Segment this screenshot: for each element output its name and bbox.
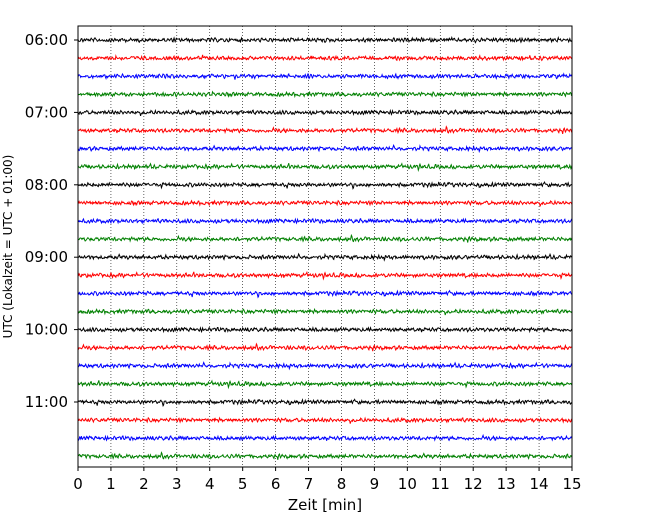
y-tick-label: 11:00 (25, 393, 68, 411)
y-axis-label: UTC (Lokalzeit = UTC + 01:00) (1, 155, 15, 339)
seismogram-trace (77, 342, 573, 352)
y-tick-label: 07:00 (25, 103, 68, 121)
seismogram-trace (77, 217, 573, 225)
seismogram-trace (77, 325, 573, 334)
seismogram-trace (77, 90, 573, 99)
seismogram-trace (77, 125, 573, 135)
x-tick-label: 2 (139, 475, 149, 493)
seismogram-trace (77, 451, 573, 460)
seismogram-trace (77, 252, 573, 262)
y-axis-ticks: 06:00 07:00 08:00 09:00 10:00 11:00 (25, 31, 78, 411)
x-tick-label: 6 (271, 475, 281, 493)
x-tick-label: 14 (530, 475, 549, 493)
seismogram-trace (77, 35, 573, 44)
seismogram-trace (77, 379, 573, 390)
seismogram-trace (77, 416, 573, 424)
seismogram-trace (77, 54, 573, 62)
seismogram-trace (77, 398, 573, 408)
x-axis-ticks: 0 1 2 3 4 5 6 7 8 9 10 11 12 13 14 15 (73, 467, 582, 493)
seismogram-trace (77, 233, 573, 243)
x-tick-label: 0 (73, 475, 83, 493)
seismogram-trace (77, 361, 573, 371)
x-tick-label: 4 (205, 475, 215, 493)
x-tick-label: 5 (238, 475, 248, 493)
x-tick-label: 15 (562, 475, 581, 493)
x-tick-label: 7 (304, 475, 314, 493)
x-axis-label: Zeit [min] (288, 496, 362, 514)
x-tick-label: 10 (398, 475, 417, 493)
seismogram-trace (77, 180, 573, 190)
seismogram-traces (77, 35, 573, 460)
x-tick-label: 13 (497, 475, 516, 493)
x-tick-label: 1 (106, 475, 116, 493)
x-tick-label: 8 (337, 475, 347, 493)
seismogram-trace (77, 199, 573, 207)
seismogram-trace (77, 162, 573, 172)
x-tick-label: 9 (370, 475, 380, 493)
seismogram-trace (77, 289, 573, 299)
y-tick-label: 08:00 (25, 176, 68, 194)
x-tick-label: 12 (464, 475, 483, 493)
x-tick-label: 11 (431, 475, 450, 493)
seismogram-trace (77, 433, 573, 442)
seismogram-trace (77, 72, 573, 81)
plot-frame (77, 25, 573, 468)
x-tick-label: 3 (172, 475, 182, 493)
seismogram-trace (77, 143, 573, 154)
y-tick-label: 09:00 (25, 248, 68, 266)
seismogram-trace (77, 108, 573, 117)
seismogram-trace (77, 270, 573, 281)
seismogram-trace (77, 307, 573, 316)
y-tick-label: 06:00 (25, 31, 68, 49)
y-tick-label: 10:00 (25, 321, 68, 339)
